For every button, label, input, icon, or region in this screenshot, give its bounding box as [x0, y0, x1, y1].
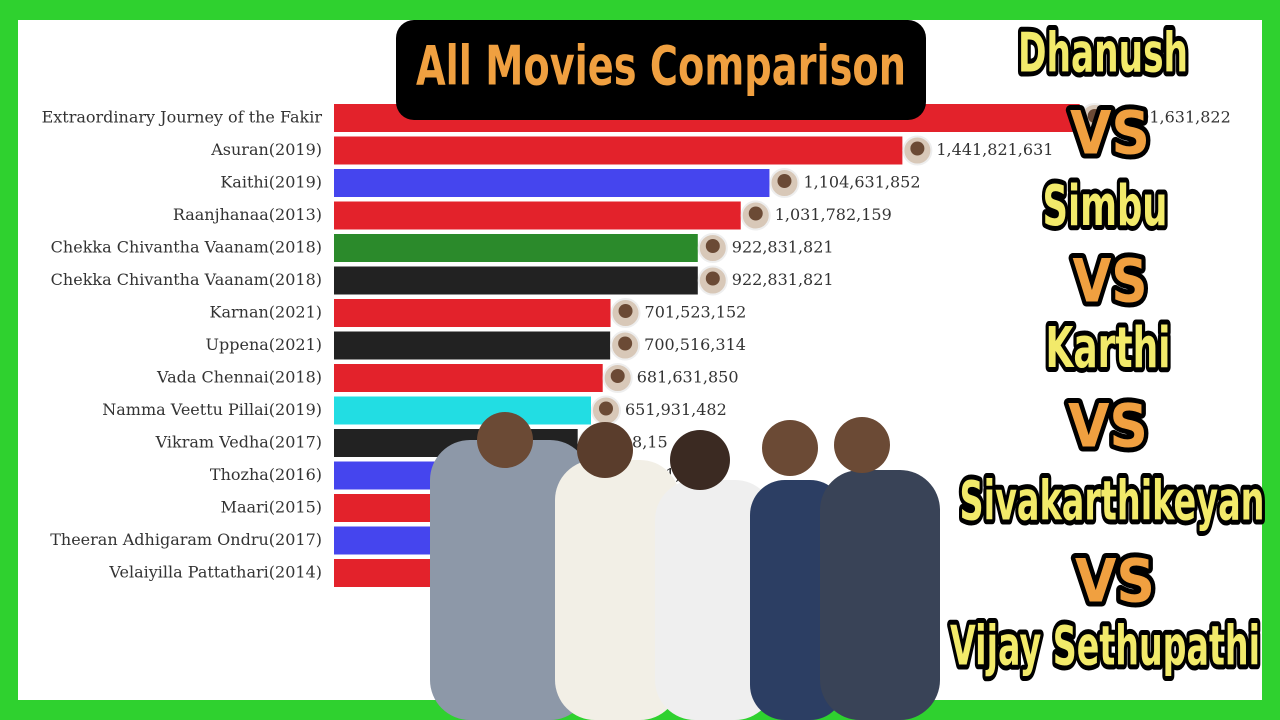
bar-icon-face	[618, 336, 633, 351]
bar	[334, 169, 770, 197]
person	[655, 480, 775, 720]
matchup-name: Karthi	[1046, 316, 1171, 381]
chart-title: All Movies Comparison	[416, 35, 906, 98]
matchup-name: Simbu	[1043, 174, 1168, 239]
matchup-name: Sivakarthikeyan	[960, 470, 1265, 533]
value-label: 651,931,482	[625, 400, 727, 419]
versus: VS	[1070, 99, 1150, 169]
category-label: Theeran Adhigaram Ondru(2017)	[50, 530, 322, 549]
category-label: Vikram Vedha(2017)	[155, 433, 322, 452]
value-label: 1,891,631,822	[1114, 108, 1231, 127]
person-head	[834, 417, 890, 473]
value-label: 922,831,821	[732, 270, 834, 289]
category-label: Uppena(2021)	[206, 335, 322, 354]
value-label: 1,441,821,631	[936, 140, 1053, 159]
bar-icon-face	[610, 369, 625, 383]
category-label: Velaiyilla Pattathari(2014)	[108, 563, 322, 582]
category-label: Asuran(2019)	[210, 140, 322, 159]
category-label: Namma Veettu Pillai(2019)	[102, 400, 322, 419]
bar-icon-face	[1087, 109, 1102, 123]
category-label: Vada Chennai(2018)	[156, 368, 322, 387]
person	[555, 460, 680, 720]
value-label: 922,831,821	[732, 238, 834, 257]
versus: VS	[1073, 247, 1148, 317]
actors-photo	[430, 412, 940, 720]
bar	[334, 396, 591, 425]
bar	[334, 234, 698, 262]
person-head	[670, 430, 730, 490]
matchup-name: Vijay Sethupathi	[950, 615, 1260, 678]
bar	[334, 136, 903, 165]
person-head	[577, 422, 633, 478]
versus: VS	[1075, 547, 1155, 617]
matchup-name: Dhanush	[1018, 22, 1188, 85]
bar-icon-face	[910, 141, 925, 156]
person	[430, 440, 590, 720]
bar-icon-face	[748, 206, 763, 221]
value-label: 700,516,314	[644, 335, 746, 354]
category-label: Raanjhanaa(2013)	[173, 205, 322, 224]
bar-icon-face	[705, 239, 720, 253]
category-label: Karnan(2021)	[210, 303, 323, 322]
person-head	[477, 412, 533, 468]
value-label: 1,104,631,852	[803, 173, 920, 192]
category-label: Extraordinary Journey of the Fakir	[42, 108, 323, 127]
category-label: Chekka Chivantha Vaanam(2018)	[51, 238, 322, 257]
bar	[334, 299, 611, 327]
bar-icon-face	[598, 401, 613, 416]
value-label: 701,523,152	[645, 303, 747, 322]
bar	[334, 364, 603, 392]
title-box	[396, 20, 926, 120]
versus: VS	[1068, 392, 1148, 462]
bar	[334, 201, 741, 230]
person	[820, 470, 940, 720]
bar-icon-face	[618, 304, 633, 318]
bar	[334, 266, 698, 295]
bar	[334, 331, 611, 360]
category-label: Thozha(2016)	[210, 465, 322, 484]
category-label: Maari(2015)	[221, 498, 322, 517]
category-label: Kaithi(2019)	[220, 173, 322, 192]
category-label: Chekka Chivantha Vaanam(2018)	[51, 270, 322, 289]
value-label: 1,031,782,159	[775, 205, 892, 224]
bar-icon-face	[777, 174, 792, 188]
person-head	[762, 420, 818, 476]
value-label: 681,631,850	[637, 368, 739, 387]
bar-icon-face	[705, 271, 720, 286]
